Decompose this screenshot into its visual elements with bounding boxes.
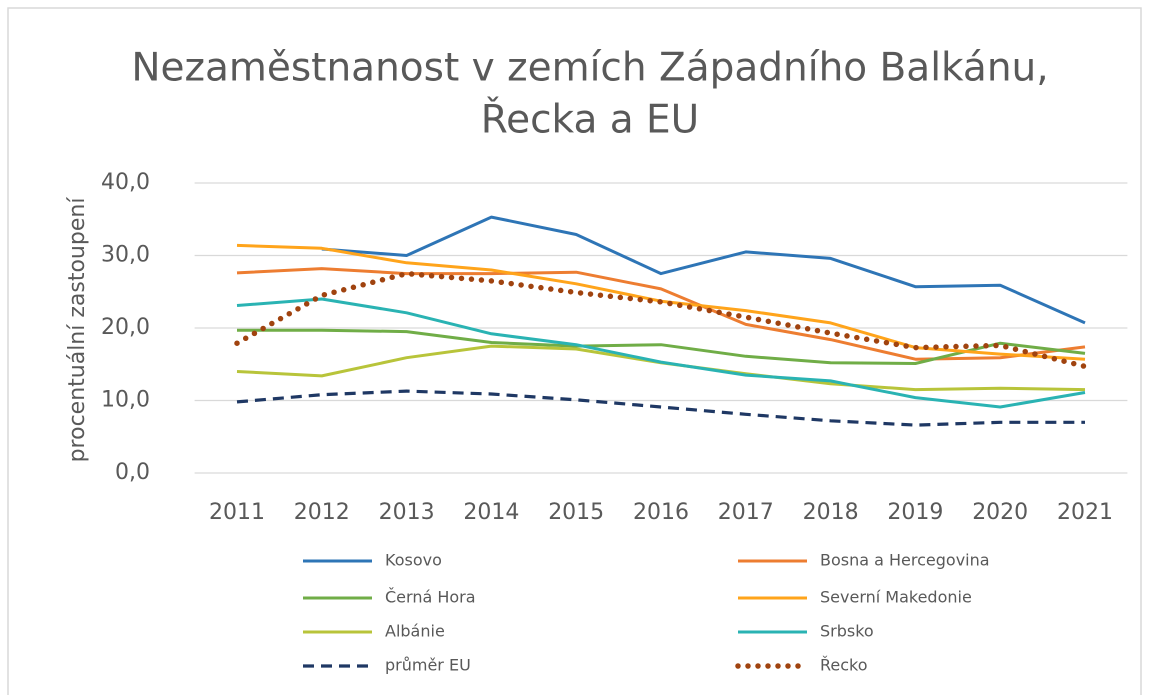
legend-label: Srbsko <box>820 622 874 641</box>
x-tick-label: 2019 <box>887 500 943 525</box>
legend-label: Černá Hora <box>385 588 476 607</box>
series-line <box>236 267 1086 361</box>
x-tick-label: 2014 <box>463 500 519 525</box>
legend-label: průměr EU <box>385 656 471 675</box>
series-line <box>236 297 1086 409</box>
legend-label: Severní Makedonie <box>820 588 972 607</box>
y-tick-label: 0,0 <box>115 460 150 485</box>
legend-label: Řecko <box>820 656 868 675</box>
y-tick-label: 40,0 <box>101 170 150 195</box>
series-line <box>236 389 1085 427</box>
y-axis-label: procentuální zastoupení <box>65 197 90 463</box>
legend-label: Albánie <box>385 622 445 641</box>
y-tick-label: 30,0 <box>101 243 150 268</box>
chart-title: Řecka a EU <box>481 97 699 143</box>
x-tick-label: 2020 <box>972 500 1028 525</box>
series-line <box>237 328 1086 365</box>
y-tick-label: 10,0 <box>101 388 150 413</box>
x-tick-label: 2015 <box>548 500 604 525</box>
y-tick-label: 20,0 <box>101 315 150 340</box>
chart-title: Nezaměstnanost v zemích Západního Balkán… <box>131 46 1048 91</box>
x-tick-label: 2016 <box>633 500 689 525</box>
series-line <box>234 270 1088 370</box>
x-tick-label: 2011 <box>209 500 265 525</box>
x-tick-label: 2013 <box>379 500 435 525</box>
series-line <box>321 215 1086 325</box>
x-tick-label: 2017 <box>718 500 774 525</box>
x-tick-label: 2018 <box>803 500 859 525</box>
legend-label: Bosna a Hercegovina <box>820 551 990 570</box>
x-tick-label: 2021 <box>1057 500 1113 525</box>
x-tick-label: 2012 <box>294 500 350 525</box>
legend-label: Kosovo <box>385 551 442 570</box>
